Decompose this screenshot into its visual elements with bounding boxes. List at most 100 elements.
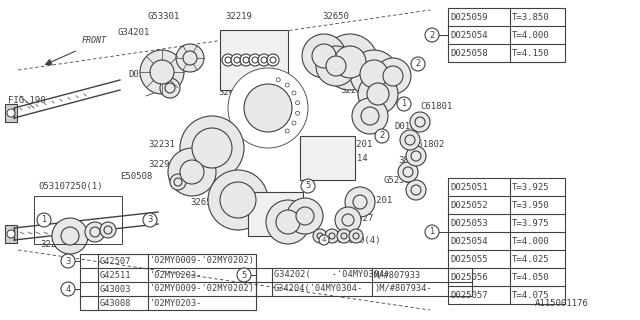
Bar [220, 30, 288, 90]
Circle shape [222, 54, 234, 66]
Circle shape [405, 135, 415, 145]
Circle shape [228, 68, 308, 148]
Circle shape [261, 57, 267, 63]
Text: FIG.190: FIG.190 [8, 96, 45, 105]
Circle shape [276, 78, 280, 82]
Circle shape [290, 119, 298, 127]
Text: G34202(    -'04MY0304): G34202( -'04MY0304) [274, 270, 390, 279]
Text: E50508: E50508 [120, 172, 152, 181]
Text: 1: 1 [42, 215, 47, 225]
Bar [248, 192, 303, 236]
Circle shape [85, 222, 105, 242]
Circle shape [403, 167, 413, 177]
Circle shape [252, 57, 258, 63]
Circle shape [143, 213, 157, 227]
Text: '02MY0009-'02MY0202): '02MY0009-'02MY0202) [150, 257, 255, 266]
Text: D51802: D51802 [412, 140, 444, 149]
Text: T=4.000: T=4.000 [512, 236, 550, 245]
Circle shape [52, 218, 88, 254]
Text: '02MY0009-'02MY0202): '02MY0009-'02MY0202) [150, 284, 255, 293]
Text: T=4.025: T=4.025 [512, 254, 550, 263]
Circle shape [367, 83, 389, 105]
Text: 1: 1 [429, 228, 435, 236]
Text: T=4.050: T=4.050 [512, 273, 550, 282]
Text: T=4.000: T=4.000 [512, 30, 550, 39]
Circle shape [220, 182, 256, 218]
Text: 032008000(4): 032008000(4) [316, 236, 381, 245]
Circle shape [325, 229, 339, 243]
Circle shape [375, 129, 389, 143]
Circle shape [244, 84, 292, 132]
Text: D025057: D025057 [450, 291, 488, 300]
Text: 5: 5 [241, 270, 246, 279]
Text: D03301: D03301 [128, 70, 160, 79]
Text: A115001176: A115001176 [535, 299, 589, 308]
Circle shape [160, 78, 180, 98]
Circle shape [176, 44, 204, 72]
Text: D54201: D54201 [340, 140, 372, 149]
Circle shape [61, 254, 75, 268]
Circle shape [61, 227, 79, 245]
Circle shape [411, 57, 425, 71]
Text: D025058: D025058 [450, 49, 488, 58]
Circle shape [285, 129, 289, 133]
Text: 3: 3 [147, 215, 153, 225]
Text: 5: 5 [305, 181, 310, 190]
Text: FIG.114: FIG.114 [260, 200, 298, 209]
Text: D025054: D025054 [450, 236, 488, 245]
Circle shape [353, 195, 367, 209]
Text: G42511: G42511 [100, 270, 131, 279]
Circle shape [237, 268, 251, 282]
Circle shape [334, 46, 366, 78]
Circle shape [425, 225, 439, 239]
Text: 32229: 32229 [40, 240, 67, 249]
Circle shape [349, 229, 363, 243]
Text: 4: 4 [65, 284, 70, 293]
Circle shape [287, 198, 323, 234]
Circle shape [180, 160, 204, 184]
Circle shape [312, 44, 336, 68]
Text: 32295: 32295 [270, 228, 297, 237]
Text: '02MY0203-: '02MY0203- [150, 270, 202, 279]
Circle shape [285, 83, 289, 87]
Bar [34, 196, 122, 244]
Text: G34204('04MY0304-: G34204('04MY0304- [274, 284, 364, 293]
Bar [80, 254, 256, 310]
Bar [256, 268, 472, 296]
Circle shape [296, 207, 314, 225]
Circle shape [302, 34, 346, 78]
Text: 3: 3 [65, 257, 70, 266]
Circle shape [341, 233, 347, 239]
Text: 32609: 32609 [218, 88, 245, 97]
Circle shape [316, 46, 356, 86]
Text: D025059: D025059 [450, 12, 488, 21]
Text: 2: 2 [415, 60, 420, 68]
Circle shape [104, 226, 112, 234]
Circle shape [292, 91, 296, 95]
Circle shape [276, 210, 300, 234]
Text: T=4.150: T=4.150 [512, 49, 550, 58]
Circle shape [140, 50, 184, 94]
Bar [5, 225, 17, 243]
Circle shape [337, 229, 351, 243]
Text: '02MY0203-: '02MY0203- [150, 299, 202, 308]
Circle shape [397, 97, 411, 111]
Circle shape [174, 178, 182, 186]
Circle shape [345, 187, 375, 217]
Circle shape [322, 34, 378, 90]
Circle shape [270, 57, 276, 63]
Circle shape [165, 83, 175, 93]
Text: D01811: D01811 [394, 122, 426, 131]
Text: 32219: 32219 [225, 12, 252, 21]
Text: FRONT: FRONT [82, 36, 107, 45]
Text: C61801: C61801 [420, 102, 452, 111]
Bar [448, 8, 565, 62]
Circle shape [100, 222, 116, 238]
Circle shape [243, 57, 249, 63]
Circle shape [398, 162, 418, 182]
Circle shape [284, 127, 291, 135]
Text: D025055: D025055 [450, 254, 488, 263]
Circle shape [317, 233, 323, 239]
Circle shape [296, 111, 300, 115]
Circle shape [335, 207, 361, 233]
